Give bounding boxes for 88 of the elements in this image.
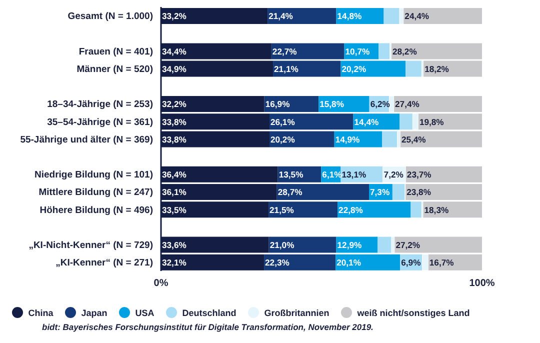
data-label: 16,7% [429,258,454,268]
data-label: 27,4% [395,99,420,110]
bar [382,131,398,148]
data-label: 16,9% [265,99,290,110]
data-label: 15,8% [320,99,344,110]
legend-label: USA [135,308,154,318]
bar [397,130,401,148]
bar [273,60,341,77]
data-label: 22,8% [338,204,364,215]
data-label: 33,5% [162,204,187,215]
data-label: 36,1% [162,187,187,198]
data-label: 28,2% [392,46,418,56]
data-label: 12,9% [337,240,362,250]
y-tick-label: Frauen (N = 401) [78,46,153,58]
bar [399,8,404,24]
y-tick-label: Gesamt (N = 1.000) [68,11,153,22]
y-tick-label: „KI-Kenner“ (N = 271) [56,258,153,269]
bar [424,60,482,77]
y-tick-label: Niedrige Bildung (N = 101) [34,170,153,181]
data-label: 32,2% [162,99,187,110]
bar [271,43,344,60]
y-tick-label: 35–54-Jährige (N = 361) [47,116,153,128]
data-label: 7,2% [384,170,404,180]
data-label: 10,7% [345,46,370,56]
data-label: 33,8% [162,116,187,127]
text: bidt: Bayerisches Forschungsinstitut für Digitale Transformation, November 2019. [42,322,374,332]
data-label: 23,7% [406,170,432,180]
data-label: 33,8% [162,134,187,144]
bar [410,202,422,218]
data-label: 20,1% [336,258,362,268]
bar [392,184,405,200]
bar [391,43,482,60]
data-label: 36,4% [162,170,187,180]
bar [340,60,406,77]
data-label: 20,2% [342,64,366,74]
data-label: 14,4% [354,116,380,127]
data-label: 13,1% [342,170,366,180]
bar [404,8,482,24]
data-label: 34,9% [162,64,187,74]
y-tick-label: Höhere Bildung (N = 496) [40,204,153,216]
legend-label: Japan [81,308,108,318]
bar [422,254,429,271]
bar [384,8,400,24]
legend-label: Deutschland [182,308,236,318]
legend-label: weiß nicht/sonstiges Land [357,308,470,318]
data-label: 24,4% [404,11,430,22]
data-label: 14,9% [335,134,360,144]
data-label: 20,2% [270,134,296,144]
y-tick-label: „KI-Nicht-Kenner“ (N = 729) [28,240,153,251]
y-tick-label: Männer (N = 520) [76,64,153,75]
data-label: 21,0% [270,240,295,250]
data-label: 28,7% [278,187,303,198]
bar [406,60,422,77]
data-label: 6,2% [370,99,390,110]
x-tick-label: 100% [469,278,495,290]
y-tick-label: 55-Jährige und älter (N = 369) [20,134,153,146]
data-label: 21,4% [268,11,294,22]
data-label: 13,5% [278,170,304,180]
y-tick-label: 18–34-Jährige (N = 253) [47,99,153,110]
y-tick-label: Mittlere Bildung (N = 247) [38,187,153,198]
bar [378,43,390,60]
data-label: 25,4% [401,134,426,144]
data-label: 21,5% [270,204,294,215]
data-label: 33,2% [162,11,187,22]
data-label: 19,8% [419,116,444,127]
data-label: 33,6% [162,240,187,250]
bar [400,114,413,130]
data-label: 34,4% [162,46,187,56]
data-label: 14,8% [337,11,362,22]
data-label: 27,2% [396,240,420,250]
bar [412,113,419,130]
data-label: 32,1% [162,258,187,268]
data-label: 22,3% [265,258,290,268]
data-label: 6,9% [401,258,422,268]
data-label: 21,1% [274,64,299,74]
data-label: 7,3% [370,187,390,198]
data-label: 26,1% [270,116,296,127]
data-label: 22,7% [272,46,298,56]
data-label: 23,8% [406,187,432,198]
data-label: 18,3% [424,204,449,215]
bar [378,236,392,253]
legend-label: China [28,308,54,318]
x-tick-label: 0% [154,278,168,290]
bar [388,96,394,112]
data-label: 18,2% [424,64,450,74]
bar [268,8,336,24]
bar [391,236,395,254]
legend-label: Großbritannien [264,308,330,318]
